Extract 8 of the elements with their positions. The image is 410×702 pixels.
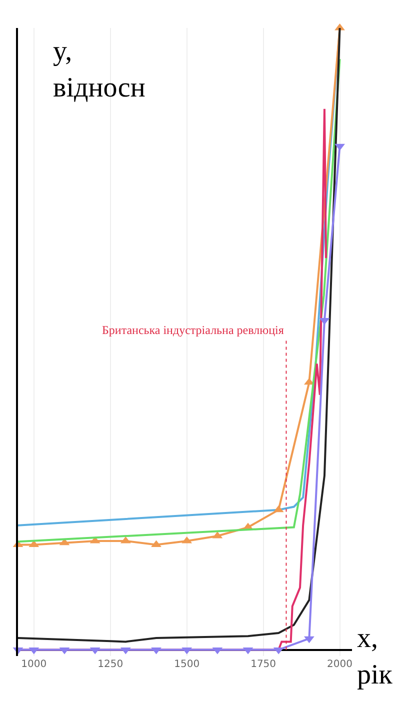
x-tick-label: 1500: [174, 659, 200, 670]
x-tick-label: 2000: [327, 659, 352, 670]
ref-line-label: Британська індустріальна ревлюція: [102, 323, 284, 337]
y-axis-title: y, відносн: [53, 36, 146, 104]
x-tick-label: 1250: [98, 659, 124, 670]
x-axis-title: x, рік: [357, 623, 393, 690]
x-tick-label: 1000: [21, 659, 47, 670]
x-tick-label: 1750: [250, 659, 276, 670]
